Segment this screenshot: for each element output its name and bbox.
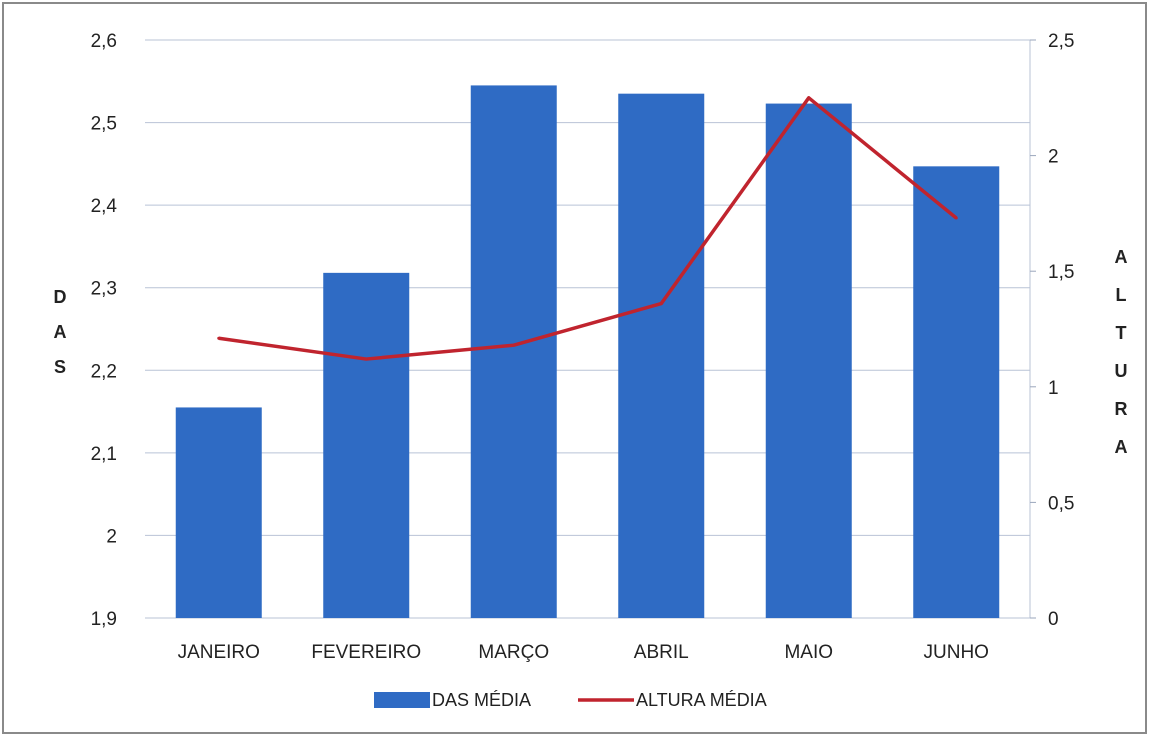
category-label: MARÇO [478,642,549,663]
left-tick-label: 2,1 [91,444,117,465]
right-tick-label: 0 [1048,609,1059,630]
left-tick-label: 2,4 [91,196,118,217]
altura-media-point-janeiro [217,336,221,340]
right-tick-label: 2,5 [1048,31,1074,52]
bar-maio [765,103,852,618]
altura-media-line [218,96,958,361]
right-axis-title-letter: T [1116,323,1127,343]
altura-media-point-fevereiro [364,357,368,361]
left-tick-label: 2,2 [91,361,117,382]
gridlines [145,39,1031,619]
category-axis-ticks: JANEIRO FEVEREIRO MARÇO ABRIL MAIO JUNHO [178,642,989,663]
left-axis-title-letter: S [54,357,66,377]
category-label: MAIO [784,642,833,663]
legend-das-media: DAS MÉDIA [432,690,531,710]
right-axis-ticks: 0 0,5 1 1,5 2 2,5 [1030,31,1074,630]
left-tick-label: 2,5 [91,114,117,135]
altura-media-point-maio [807,96,811,100]
altura-media-point-junho [954,216,958,220]
legend: DAS MÉDIA ALTURA MÉDIA [374,690,767,710]
right-axis-title-letter: A [1115,437,1128,457]
right-axis-title: ALTURA [1115,247,1128,457]
left-tick-label: 2,3 [91,279,117,300]
right-tick-label: 2 [1048,147,1059,168]
category-label: JANEIRO [178,642,260,663]
right-axis-title-letter: L [1116,285,1127,305]
legend-bar-swatch [374,692,430,708]
bar-fevereiro [323,272,410,618]
left-axis-title-letter: A [54,322,67,342]
left-tick-label: 2,6 [91,31,117,52]
right-tick-label: 1 [1048,378,1059,399]
bar-janeiro [175,407,262,618]
bar-abril [618,93,705,618]
right-axis-title-letter: A [1115,247,1128,267]
right-axis-title-letter: U [1115,361,1128,381]
category-label: JUNHO [924,642,989,663]
left-tick-label: 2 [106,526,117,547]
right-tick-label: 0,5 [1048,493,1074,514]
line-series-altura-media [217,96,958,361]
bar-junho [913,166,1000,618]
category-label: FEVEREIRO [311,642,421,663]
bar-series-das-media [175,85,1000,618]
left-axis-title: DAS [54,287,67,377]
legend-altura-media: ALTURA MÉDIA [636,690,767,710]
altura-media-point-março [512,343,516,347]
category-label: ABRIL [634,642,689,663]
left-tick-label: 1,9 [91,609,117,630]
left-axis-ticks: 1,9 2 2,1 2,2 2,3 2,4 2,5 2,6 [91,31,118,630]
right-tick-label: 1,5 [1048,262,1074,283]
bar-março [470,85,557,618]
altura-media-point-abril [659,302,663,306]
left-axis-title-letter: D [54,287,67,307]
right-axis-title-letter: R [1115,399,1128,419]
